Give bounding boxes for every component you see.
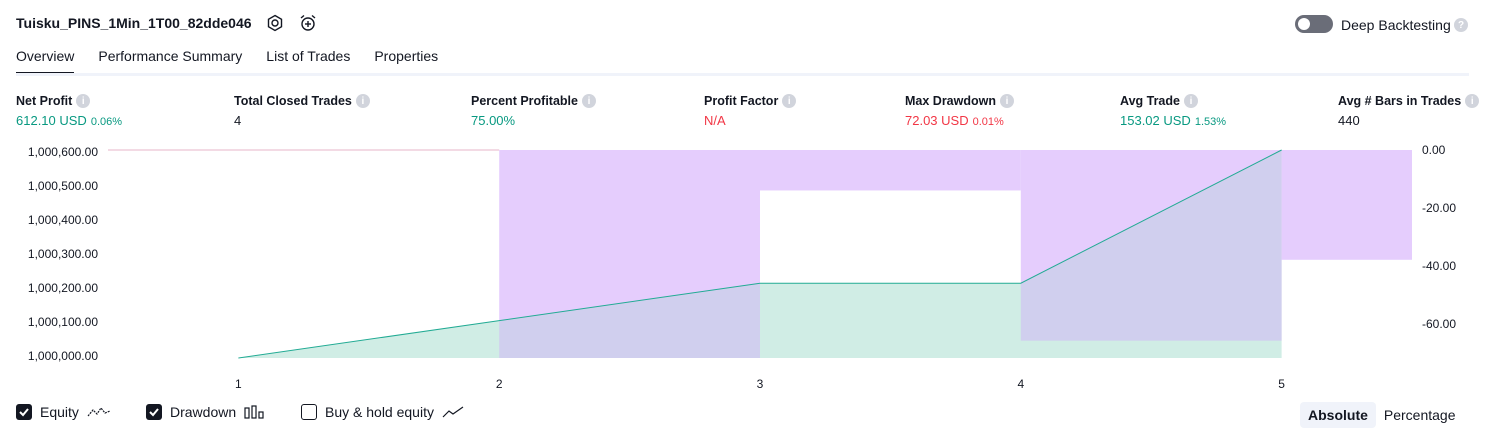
left-axis-tick: 1,000,100.00 xyxy=(27,315,98,329)
equity-area-overlay xyxy=(238,150,1282,358)
equity-area xyxy=(238,150,1282,358)
stat-label: Net Profit xyxy=(16,94,73,108)
tab-performance-summary[interactable]: Performance Summary xyxy=(98,48,243,64)
x-axis-tick: 3 xyxy=(756,377,764,391)
stat-total-closed-trades: Total Closed Trades i 4 xyxy=(234,94,370,128)
drawdown-bar xyxy=(760,150,1021,191)
left-axis-tick: 1,000,000.00 xyxy=(27,349,98,363)
stat-max-drawdown: Max Drawdown i 72.03 USD 0.01% xyxy=(905,94,1014,128)
tab-divider xyxy=(16,73,1469,76)
info-icon[interactable]: i xyxy=(355,94,370,108)
stat-value: 4 xyxy=(234,113,242,128)
info-icon[interactable]: i xyxy=(581,94,596,108)
stat-percent: 1.53% xyxy=(1194,116,1227,128)
percentage-button[interactable]: Percentage xyxy=(1383,407,1456,423)
legend-label: Buy & hold equity xyxy=(325,404,434,420)
right-axis-tick: 0.00 xyxy=(1422,143,1446,157)
legend-label: Equity xyxy=(40,404,79,420)
legend-equity[interactable]: Equity xyxy=(16,404,111,420)
info-icon[interactable]: i xyxy=(1465,94,1480,108)
strategy-name: Tuisku_PINS_1Min_1T00_82dde046 xyxy=(16,15,252,31)
stat-profit-factor: Profit Factor i N/A xyxy=(704,94,797,128)
stat-value: 612.10 USD xyxy=(16,113,87,128)
info-icon[interactable]: i xyxy=(1000,94,1014,108)
stat-percent-profitable: Percent Profitable i 75.00% xyxy=(471,94,596,128)
buy-hold-line-icon xyxy=(442,406,464,418)
left-axis-tick: 1,000,600.00 xyxy=(27,145,98,159)
stat-label: Avg # Bars in Trades xyxy=(1338,94,1462,108)
right-axis-tick: -40.00 xyxy=(1422,259,1457,273)
info-icon[interactable]: i xyxy=(1183,94,1198,108)
tab-properties[interactable]: Properties xyxy=(374,48,439,64)
add-alert-icon[interactable] xyxy=(298,13,318,33)
legend-buy-hold[interactable]: Buy & hold equity xyxy=(301,404,464,420)
help-icon[interactable]: ? xyxy=(1454,18,1468,32)
right-axis-tick: -60.00 xyxy=(1422,317,1457,331)
stat-label: Total Closed Trades xyxy=(234,94,352,108)
left-axis-tick: 1,000,500.00 xyxy=(27,179,98,193)
x-axis-tick: 5 xyxy=(1278,377,1285,391)
stat-avg-trade: Avg Trade i 153.02 USD 1.53% xyxy=(1120,94,1226,128)
stat-value: N/A xyxy=(704,113,726,128)
deep-backtesting-toggle[interactable] xyxy=(1295,15,1333,33)
drawdown-bar xyxy=(1281,150,1412,260)
drawdown-bars-icon xyxy=(244,405,264,419)
left-axis-tick: 1,000,200.00 xyxy=(27,281,98,295)
legend-label: Drawdown xyxy=(170,404,237,420)
stat-avg-bars: Avg # Bars in Trades i 440 xyxy=(1338,94,1480,128)
stat-percent: 0.01% xyxy=(972,116,1004,128)
stat-percent: 0.06% xyxy=(90,116,123,128)
right-axis-tick: -20.00 xyxy=(1422,201,1457,215)
stat-value: 72.03 USD xyxy=(905,113,969,128)
stat-value: 153.02 USD xyxy=(1120,113,1191,128)
x-axis-tick: 1 xyxy=(235,377,242,391)
settings-icon[interactable] xyxy=(265,13,285,33)
tab-list-of-trades[interactable]: List of Trades xyxy=(266,48,351,64)
deep-backtesting-label: Deep Backtesting xyxy=(1341,17,1451,33)
absolute-button[interactable]: Absolute xyxy=(1300,402,1376,428)
drawdown-bar xyxy=(1020,150,1282,341)
toggle-knob xyxy=(1298,18,1310,30)
drawdown-bar xyxy=(499,150,760,358)
buy-hold-checkbox[interactable] xyxy=(301,404,317,420)
drawdown-checkbox[interactable] xyxy=(146,404,162,420)
info-icon[interactable]: i xyxy=(782,94,797,108)
stat-label: Avg Trade xyxy=(1120,94,1180,108)
left-axis-tick: 1,000,400.00 xyxy=(27,213,98,227)
stat-label: Profit Factor xyxy=(704,94,779,108)
x-axis-tick: 4 xyxy=(1017,377,1025,391)
x-axis-tick: 2 xyxy=(495,377,503,391)
equity-checkbox[interactable] xyxy=(16,404,32,420)
left-axis-tick: 1,000,300.00 xyxy=(27,247,98,261)
stat-value: 440 xyxy=(1338,113,1360,128)
legend-drawdown[interactable]: Drawdown xyxy=(146,404,266,420)
display-mode-toggle: Absolute Percentage xyxy=(1300,402,1464,428)
equity-line-icon xyxy=(87,406,111,417)
stat-label: Max Drawdown xyxy=(905,94,996,108)
stat-value: 75.00% xyxy=(471,113,516,128)
stat-net-profit: Net Profit i 612.10 USD 0.06% xyxy=(16,94,122,128)
info-icon[interactable]: i xyxy=(76,94,91,108)
stat-label: Percent Profitable xyxy=(471,94,578,108)
